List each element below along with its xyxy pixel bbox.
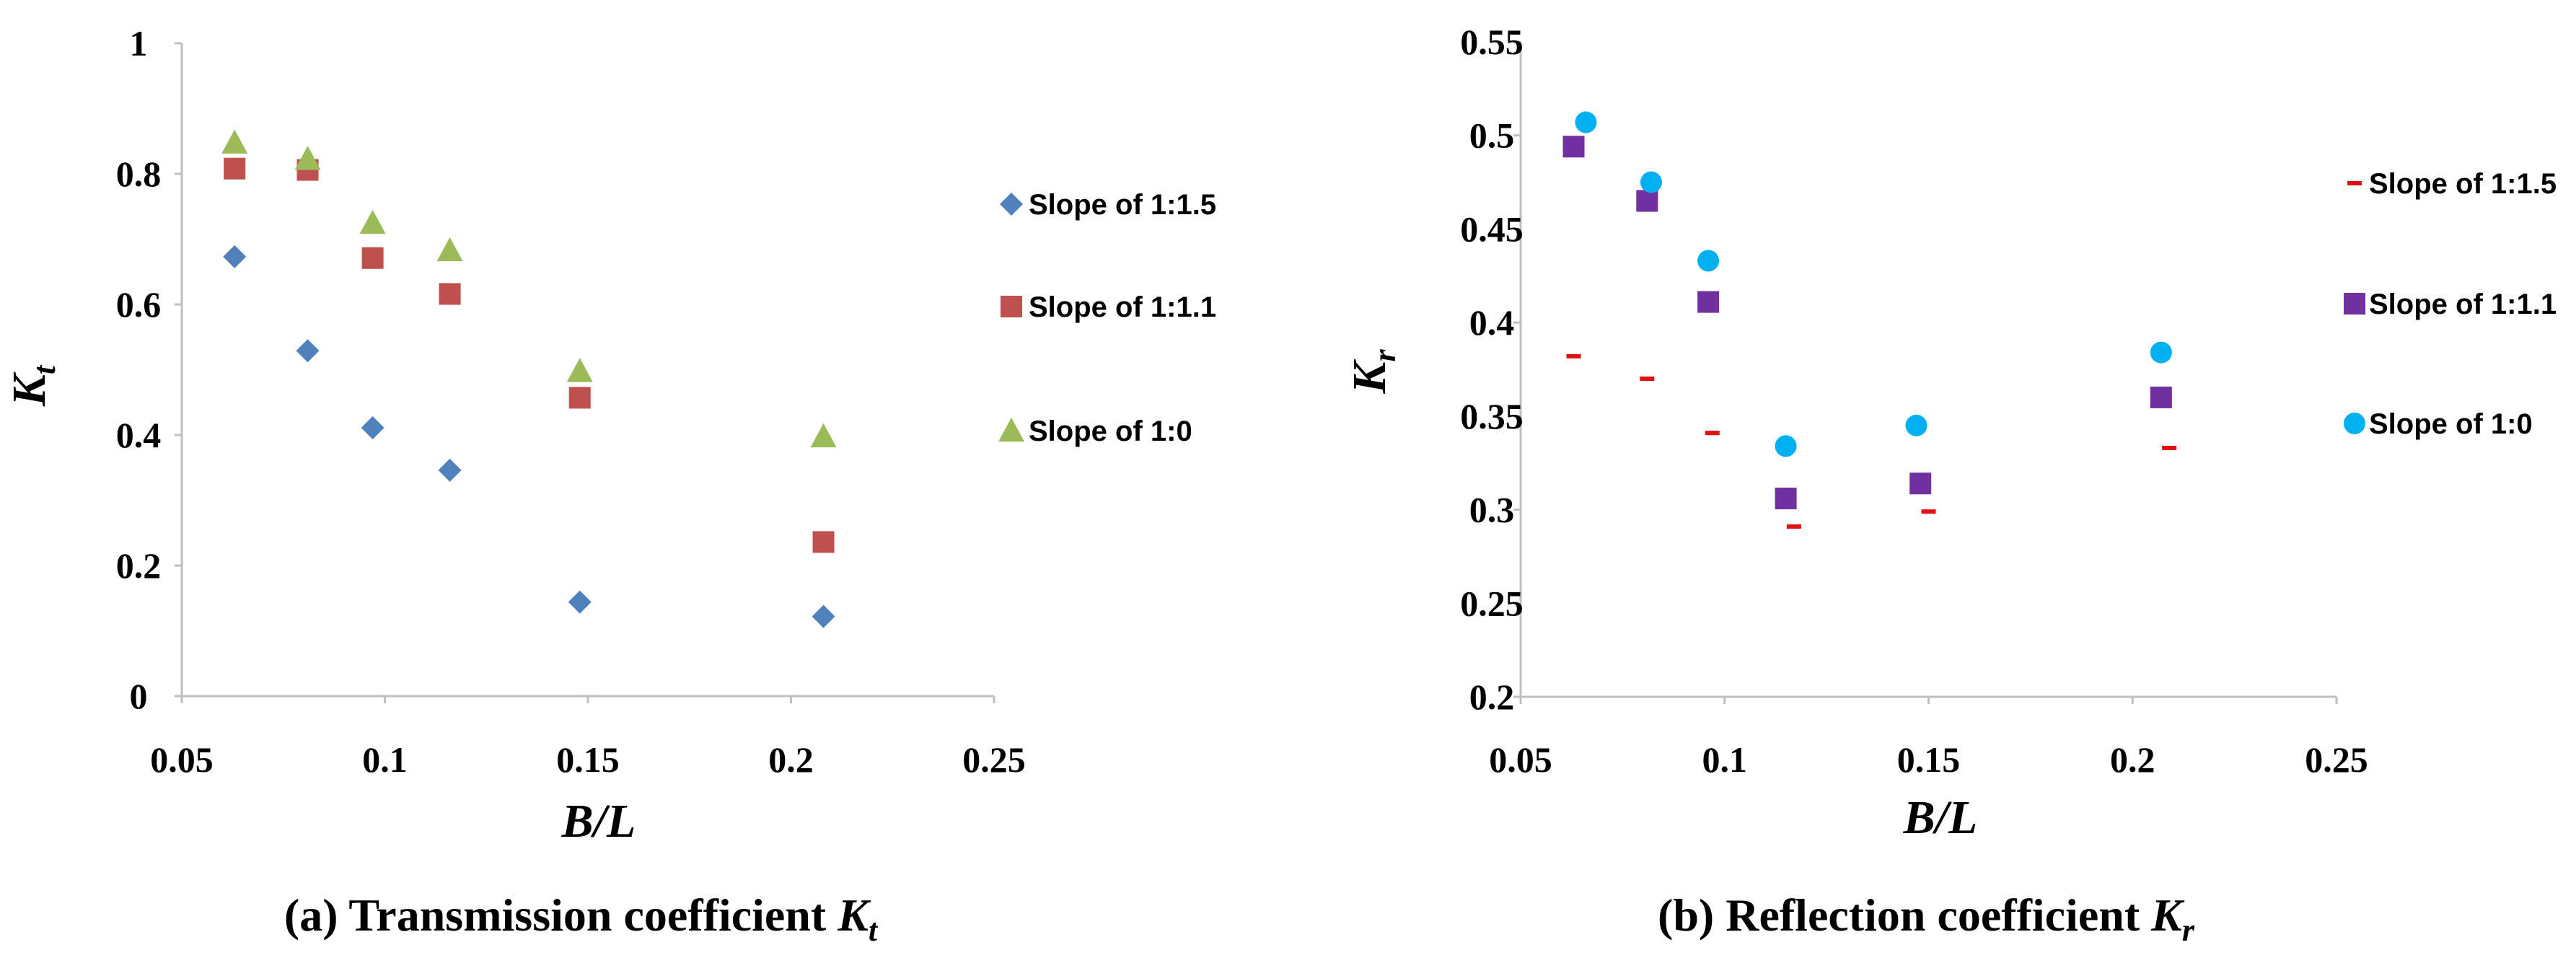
x-tick-label: 0.05 bbox=[1489, 739, 1552, 780]
x-tick-label: 0.2 bbox=[768, 739, 814, 780]
transmission-caption: (a) Transmission coefficient Kt bbox=[284, 889, 879, 948]
caption-text: (b) Reflection coefficient bbox=[1658, 889, 2151, 941]
y-tick-label: 0.55 bbox=[1460, 22, 1524, 62]
y-tick-label: 0.45 bbox=[1460, 208, 1524, 249]
reflection-chart-panel: 0.2 0.25 0.3 0.35 0.4 0.45 0.5 0.55 0.05 0.1 0.15 0… bbox=[1343, 22, 2557, 948]
data-point-dash bbox=[1921, 509, 1936, 514]
caption-subscript: r bbox=[2182, 913, 2195, 948]
series-triangle-points bbox=[221, 129, 837, 448]
data-point-circle bbox=[1640, 171, 1662, 193]
y-tick-label: 0.25 bbox=[1460, 583, 1524, 623]
legend-label: Slope of 1:1.5 bbox=[1029, 189, 1216, 221]
y-tick-label: 0.4 bbox=[1469, 302, 1515, 343]
reflection-y-axis-title: Kr bbox=[1343, 349, 1402, 395]
caption-subscript: t bbox=[869, 913, 879, 948]
transmission-x-axis-title: B/L bbox=[561, 795, 636, 848]
y-tick-label: 0.3 bbox=[1469, 490, 1515, 530]
x-tick-label: 0.15 bbox=[1897, 739, 1961, 780]
data-point-square bbox=[568, 387, 591, 409]
series-dash-points bbox=[1566, 353, 2177, 529]
y-tick-label: 0.4 bbox=[116, 415, 162, 455]
y-tick-label: 0.8 bbox=[116, 154, 162, 194]
series-circle-points bbox=[1575, 111, 2172, 457]
data-point-square bbox=[1775, 488, 1797, 510]
reflection-caption: (b) Reflection coefficient Kr bbox=[1658, 889, 2195, 948]
y-tick-label: 0.2 bbox=[1469, 677, 1515, 717]
data-point-circle bbox=[1697, 250, 1720, 272]
legend-label: Slope of 1:0 bbox=[2369, 408, 2533, 440]
x-tick-label: 0.15 bbox=[556, 739, 620, 780]
y-axis-title-symbol: K bbox=[3, 371, 56, 407]
data-point-diamond bbox=[568, 590, 592, 614]
y-tick-label: 1 bbox=[130, 23, 148, 63]
x-tick-label: 0.1 bbox=[1702, 739, 1748, 780]
x-tick-label: 0.1 bbox=[362, 739, 408, 780]
data-point-diamond bbox=[438, 458, 462, 482]
data-point-dash bbox=[2162, 445, 2177, 450]
data-point-triangle bbox=[294, 146, 321, 170]
data-point-dash bbox=[1640, 376, 1655, 381]
legend-label: Slope of 1:1.1 bbox=[2369, 289, 2557, 320]
data-point-triangle bbox=[436, 237, 463, 262]
y-tick-label: 0 bbox=[130, 676, 148, 716]
series-square-points bbox=[1562, 136, 2172, 510]
y-tick-label: 0.2 bbox=[116, 545, 162, 586]
caption-variable: K bbox=[837, 889, 871, 941]
caption-text: (a) Transmission coefficient bbox=[284, 889, 838, 941]
data-point-dash bbox=[1786, 524, 1801, 529]
data-point-square bbox=[1636, 190, 1658, 212]
y-tick-label: 0.5 bbox=[1469, 115, 1515, 156]
y-tick-label: 0.35 bbox=[1460, 396, 1524, 436]
y-axis-title-subscript: r bbox=[1367, 349, 1402, 362]
data-point-circle bbox=[1575, 111, 1597, 133]
reflection-x-axis-title: B/L bbox=[1903, 791, 1978, 844]
data-point-square bbox=[812, 531, 835, 553]
data-point-square bbox=[1697, 291, 1720, 313]
data-point-square bbox=[1909, 472, 1932, 495]
data-point-diamond bbox=[361, 416, 384, 440]
data-point-circle bbox=[2150, 341, 2172, 364]
data-point-dash bbox=[1705, 431, 1720, 436]
x-tick-label: 0.25 bbox=[962, 739, 1026, 780]
x-tick-label: 0.2 bbox=[2110, 739, 2155, 780]
data-point-square bbox=[361, 247, 384, 269]
data-point-square bbox=[2150, 386, 2172, 408]
legend-label: Slope of 1:1.1 bbox=[1029, 291, 1216, 323]
legend-marker-diamond bbox=[1000, 193, 1023, 216]
transmission-chart-panel: 0 0.2 0.4 0.6 0.8 1 0.05 0.1 0.15 0.2 0.25 B/L Kt Slo… bbox=[3, 23, 1216, 948]
data-point-circle bbox=[1905, 414, 1927, 436]
legend-marker-dash bbox=[2347, 181, 2362, 185]
y-axis-title-symbol: K bbox=[1343, 359, 1396, 395]
x-tick-label: 0.05 bbox=[150, 739, 214, 780]
caption-variable: K bbox=[2150, 889, 2185, 941]
data-point-dash bbox=[1566, 353, 1581, 359]
y-axis-title-subscript: t bbox=[27, 364, 62, 374]
legend-marker-circle bbox=[2344, 413, 2365, 434]
data-point-triangle bbox=[566, 358, 593, 382]
y-tick-label: 0.6 bbox=[116, 284, 162, 325]
series-diamond-points bbox=[223, 245, 835, 628]
legend-marker-square bbox=[1001, 296, 1022, 317]
transmission-y-axis-title: Kt bbox=[3, 364, 62, 407]
data-point-triangle bbox=[359, 209, 386, 234]
data-point-square bbox=[224, 157, 246, 180]
data-point-square bbox=[1562, 136, 1585, 158]
data-point-triangle bbox=[221, 129, 248, 154]
data-point-diamond bbox=[296, 339, 320, 363]
data-point-circle bbox=[1775, 435, 1797, 457]
x-tick-label: 0.25 bbox=[2305, 739, 2368, 780]
data-point-diamond bbox=[812, 604, 835, 628]
legend-marker-square bbox=[2344, 293, 2365, 315]
legend-label: Slope of 1:0 bbox=[1029, 415, 1192, 447]
data-point-square bbox=[439, 283, 461, 305]
legend-label: Slope of 1:1.5 bbox=[2369, 168, 2557, 200]
legend-marker-triangle bbox=[998, 418, 1024, 442]
data-point-diamond bbox=[223, 245, 247, 268]
data-point-triangle bbox=[810, 423, 837, 448]
